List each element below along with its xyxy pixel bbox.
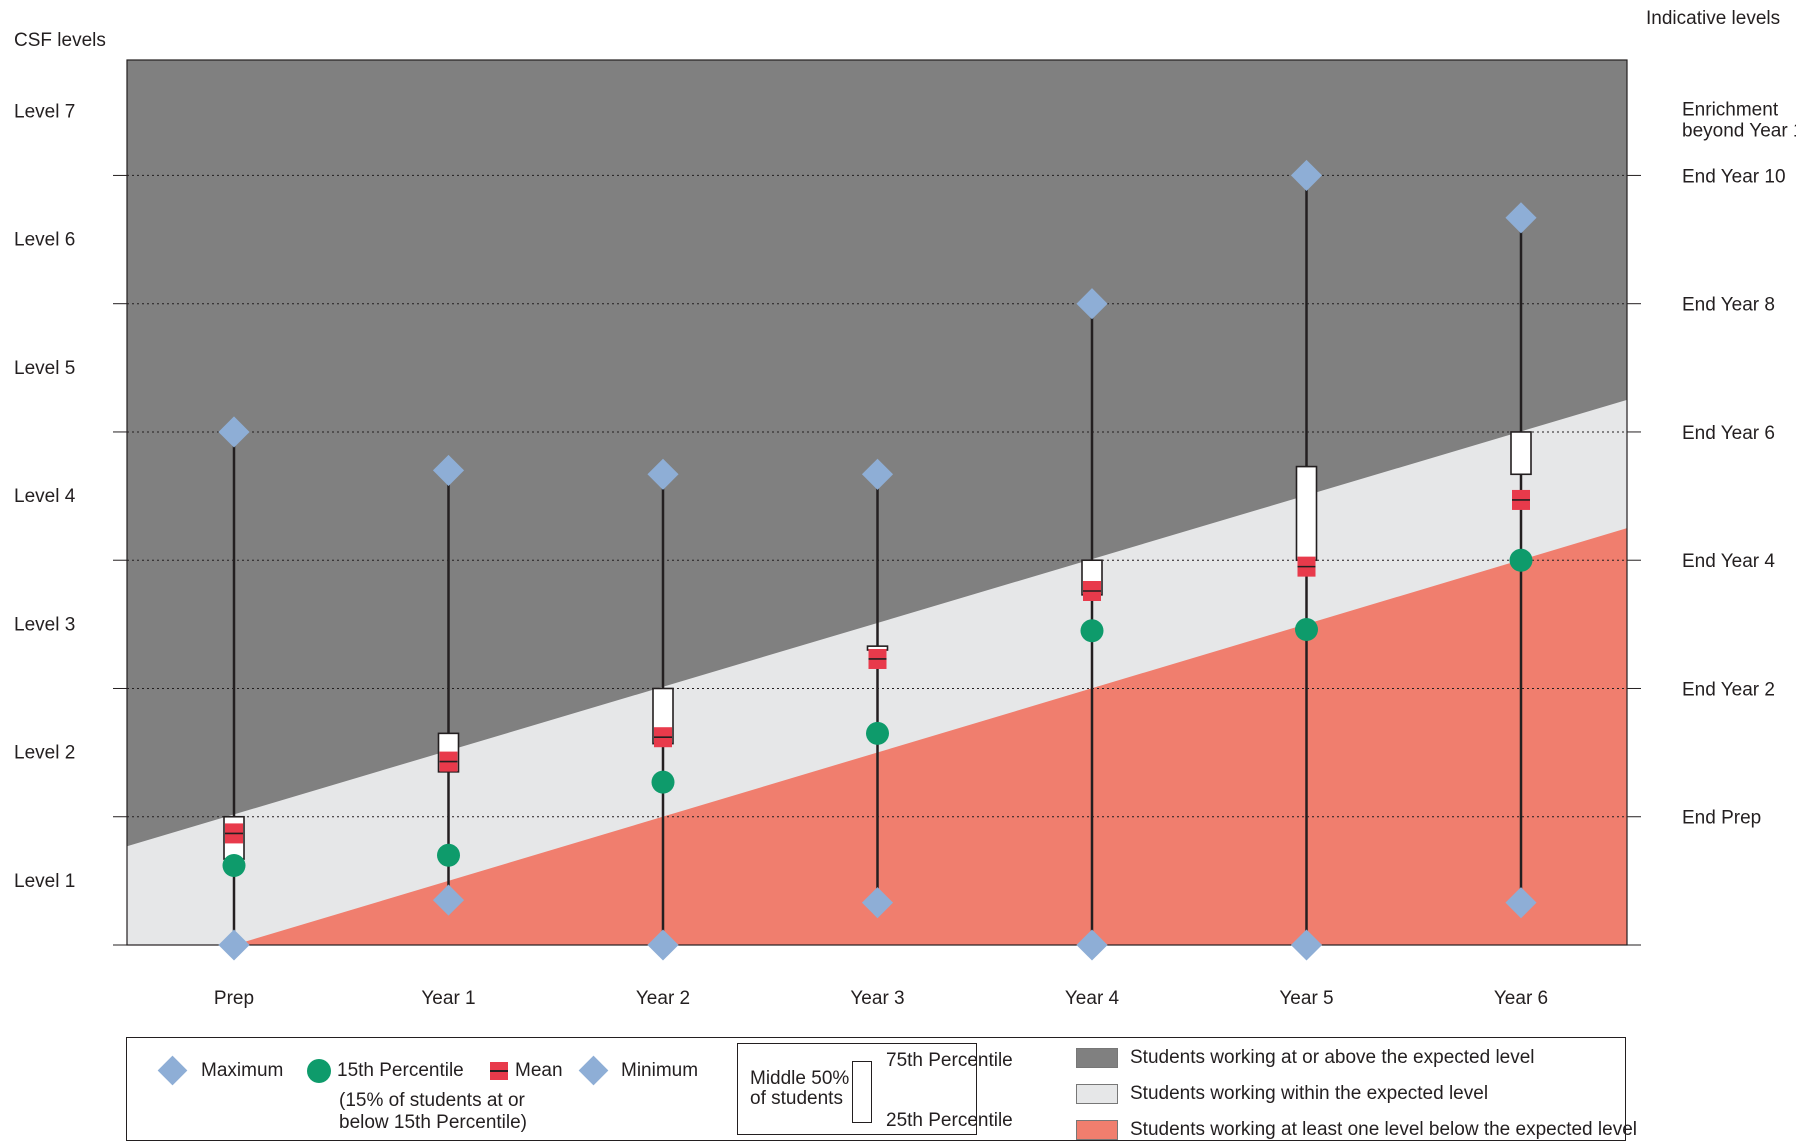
plot-frame — [126, 59, 1628, 946]
maximum-legend-icon — [157, 1055, 188, 1086]
p15-legend-icon — [307, 1059, 331, 1083]
right-level-label: End Year 4 — [1682, 551, 1775, 572]
p15-marker — [1080, 619, 1104, 643]
legend-above-label: Students working at or above the expecte… — [1130, 1047, 1535, 1068]
maximum-marker — [861, 458, 894, 490]
category-label: Year 1 — [421, 988, 475, 1009]
maximum-marker — [432, 454, 465, 486]
legend-p25-label: 25th Percentile — [886, 1110, 1013, 1131]
category-label: Prep — [214, 988, 254, 1009]
right-level-label: Enrichment — [1682, 100, 1779, 121]
right-axis-title: Indicative levels — [1646, 8, 1780, 29]
left-level-label: Level 2 — [14, 743, 75, 764]
legend-within-label: Students working within the expected lev… — [1130, 1083, 1489, 1104]
legend-maximum-label: Maximum — [201, 1060, 284, 1081]
p15-marker — [1295, 617, 1318, 641]
category-label: Year 2 — [636, 988, 690, 1009]
below-expected-band — [234, 528, 1627, 945]
right-level-label: End Year 10 — [1682, 166, 1786, 187]
within-band-swatch — [1076, 1084, 1118, 1104]
right-level-label: End Year 8 — [1682, 295, 1775, 316]
category-label: Year 5 — [1279, 988, 1333, 1009]
p15-marker — [651, 770, 675, 794]
right-level-label: End Prep — [1682, 808, 1761, 829]
legend-middle-label-2: of students — [750, 1088, 843, 1109]
minimum-marker — [432, 884, 465, 916]
mean-legend-icon — [490, 1062, 508, 1080]
category-label: Year 3 — [850, 988, 904, 1009]
legend-middle-label-1: Middle 50% — [750, 1068, 850, 1089]
legend-p15-note-1: (15% of students at or — [339, 1090, 525, 1111]
left-axis-title: CSF levels — [14, 30, 106, 51]
left-level-label: Level 7 — [14, 101, 75, 122]
maximum-marker — [647, 458, 679, 490]
p15-marker — [437, 843, 460, 867]
legend-minimum-label: Minimum — [621, 1060, 699, 1081]
legend: Maximum 15th Percentile (15% of students… — [126, 1037, 1637, 1141]
maximum-marker — [218, 416, 250, 448]
right-level-label: beyond Year 10 — [1682, 120, 1796, 141]
above-band-swatch — [1076, 1048, 1118, 1068]
left-level-label: Level 6 — [14, 230, 75, 251]
below-band-swatch — [1076, 1120, 1118, 1140]
middle-50-legend: Middle 50% of students 75th Percentile 2… — [737, 1043, 1013, 1135]
legend-p15-note-2: below 15th Percentile) — [339, 1112, 527, 1133]
middle-50-box — [1510, 431, 1532, 476]
maximum-marker — [1076, 288, 1108, 320]
left-level-label: Level 3 — [14, 614, 75, 635]
category-label: Year 6 — [1494, 988, 1548, 1009]
right-level-label: End Year 2 — [1682, 679, 1775, 700]
p15-marker — [866, 721, 889, 745]
left-level-label: Level 5 — [14, 358, 75, 379]
p15-marker — [1509, 548, 1533, 572]
left-level-label: Level 1 — [14, 871, 75, 892]
middle-50-legend-icon — [852, 1061, 872, 1123]
legend-below-label: Students working at least one level belo… — [1130, 1119, 1637, 1140]
minimum-legend-icon — [578, 1055, 609, 1086]
right-level-label: End Year 6 — [1682, 423, 1775, 444]
legend-p15-label: 15th Percentile — [337, 1060, 464, 1081]
category-label: Year 4 — [1065, 988, 1120, 1009]
p15-marker — [222, 853, 246, 877]
legend-p75-label: 75th Percentile — [886, 1050, 1013, 1071]
legend-mean-label: Mean — [515, 1060, 563, 1081]
left-level-label: Level 4 — [14, 486, 76, 507]
middle-50-box — [1295, 465, 1318, 562]
